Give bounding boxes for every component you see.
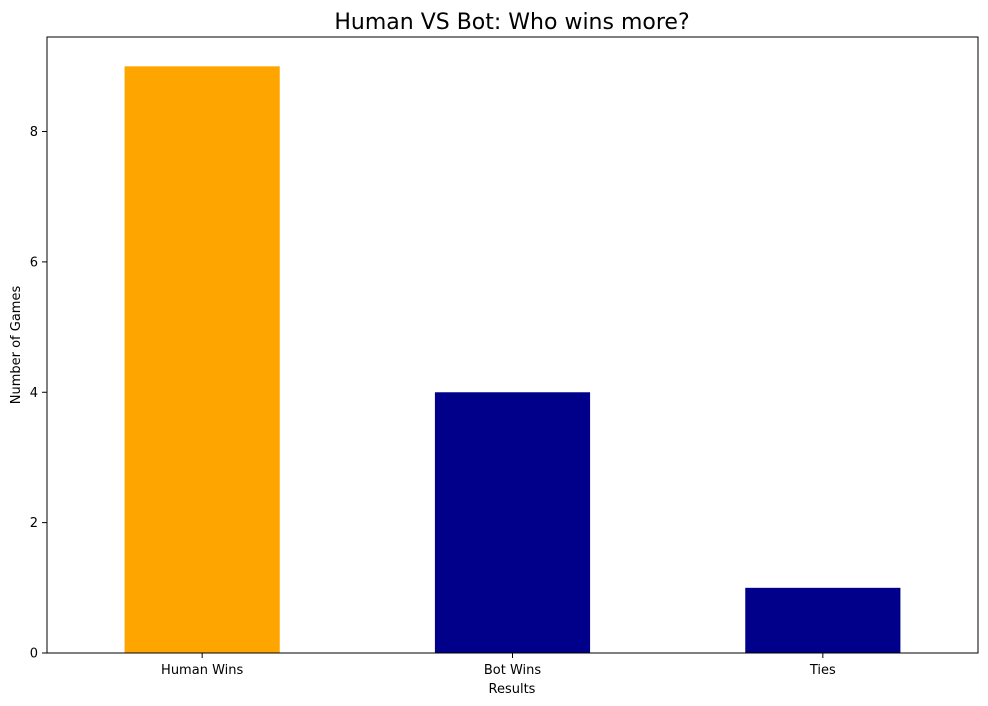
- bar-human-wins: [124, 66, 280, 654]
- x-axis-label: Results: [489, 682, 536, 697]
- chart-title: Human VS Bot: Who wins more?: [334, 10, 689, 35]
- y-tick-label: 8: [30, 125, 38, 140]
- y-axis-label: Number of Games: [9, 286, 24, 405]
- x-tick-label: Human Wins: [161, 663, 243, 678]
- x-tick-label: Ties: [809, 663, 836, 678]
- bar-ties: [745, 587, 901, 653]
- y-tick-label: 0: [30, 647, 38, 662]
- bar-bot-wins: [434, 392, 591, 653]
- y-tick-label: 4: [30, 386, 38, 401]
- bars-layer: [124, 66, 901, 654]
- y-tick-label: 6: [30, 255, 38, 270]
- x-tick-label: Bot Wins: [484, 663, 542, 678]
- y-tick-label: 2: [30, 516, 38, 531]
- axes-layer: 0 2 4 6 8 Human Wins Bot Wins Ties: [30, 36, 979, 678]
